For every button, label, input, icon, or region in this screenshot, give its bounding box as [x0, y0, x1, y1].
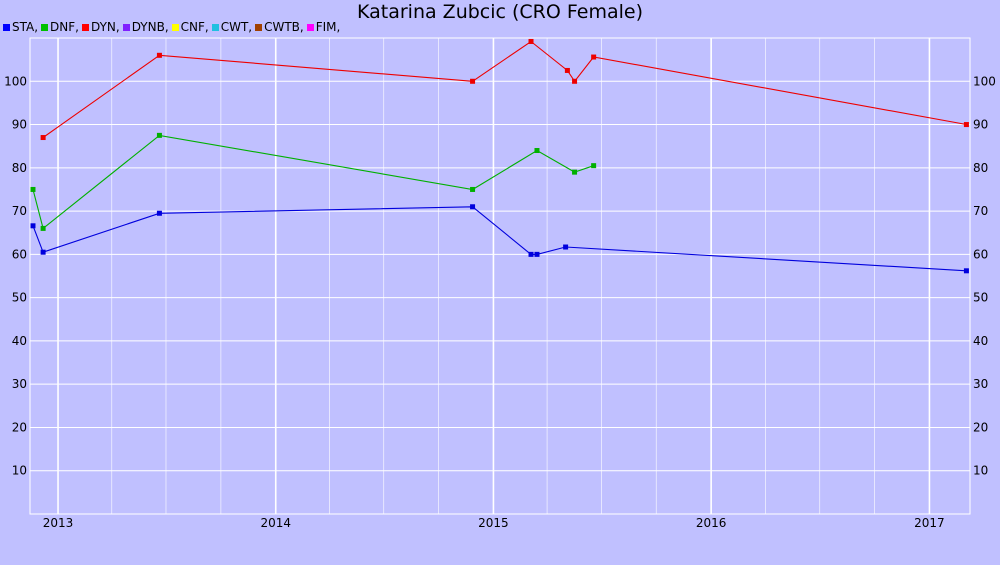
x-tick-label: 2016 — [696, 516, 727, 530]
data-point-dyn — [528, 38, 534, 44]
y-tick-label-right: 70 — [973, 204, 988, 218]
legend-label: DYN, — [90, 20, 120, 34]
data-point-dnf — [591, 163, 597, 169]
legend-swatch — [81, 24, 89, 31]
chart-title: Katarina Zubcic (CRO Female) — [357, 1, 643, 23]
legend-swatch — [171, 24, 179, 31]
y-tick-label-right: 10 — [973, 464, 988, 478]
y-tick-label-left: 90 — [12, 118, 27, 132]
data-point-dyn — [470, 78, 476, 84]
legend-label: CNF, — [180, 20, 209, 34]
legend-item: DYNB, — [122, 20, 169, 34]
y-tick-label-left: 10 — [12, 464, 27, 478]
y-tick-label-left: 60 — [12, 247, 27, 261]
data-point-sta — [534, 251, 540, 257]
legend-swatch — [255, 24, 263, 31]
data-point-dnf — [572, 169, 578, 175]
legend-item: DNF, — [41, 20, 79, 34]
data-point-sta — [470, 204, 476, 210]
data-point-sta — [528, 251, 534, 257]
legend-item: DYN, — [81, 20, 120, 34]
y-tick-label-right: 80 — [973, 161, 988, 175]
data-point-dyn — [572, 78, 578, 84]
data-point-dyn — [591, 54, 597, 60]
legend-swatch — [122, 24, 130, 31]
y-tick-label-right: 20 — [973, 420, 988, 434]
data-point-sta — [40, 249, 46, 255]
x-tick-label: 2014 — [260, 516, 291, 530]
y-tick-label-right: 60 — [973, 247, 988, 261]
y-tick-label-right: 100 — [973, 74, 996, 88]
x-tick-label: 2015 — [478, 516, 509, 530]
legend-label: FIM, — [315, 20, 341, 34]
data-point-dyn — [564, 67, 570, 73]
legend-swatch — [3, 24, 10, 31]
y-tick-label-right: 40 — [973, 334, 988, 348]
legend-label: STA, — [12, 20, 39, 34]
data-point-sta — [563, 244, 569, 250]
legend-swatch — [211, 24, 219, 31]
y-tick-label-left: 40 — [12, 334, 27, 348]
data-point-dyn — [156, 52, 162, 58]
series-line-dyn — [42, 40, 967, 138]
data-point-dnf — [156, 132, 162, 138]
x-tick-label: 2013 — [43, 516, 74, 530]
legend-item: CWTB, — [255, 20, 304, 34]
y-tick-label-left: 20 — [12, 420, 27, 434]
series-line-dnf — [32, 134, 594, 230]
data-point-sta — [963, 268, 969, 274]
data-point-dnf — [534, 148, 540, 154]
data-point-sta — [30, 223, 36, 229]
y-tick-label-right: 90 — [973, 118, 988, 132]
data-point-dyn — [40, 135, 46, 141]
data-point-dnf — [30, 186, 36, 192]
x-tick-label: 2017 — [914, 516, 945, 530]
data-point-dnf — [40, 225, 46, 231]
y-tick-label-left: 80 — [12, 161, 27, 175]
y-tick-label-left: 100 — [4, 74, 27, 88]
legend-item: CNF, — [171, 20, 209, 34]
legend-label: DYNB, — [131, 20, 169, 34]
data-point-dnf — [470, 186, 476, 192]
legend-label: CWTB, — [264, 20, 304, 34]
legend: STA, DNF, DYN, DYNB, CNF, CWT, CWTB, FIM, — [3, 20, 343, 36]
legend-swatch — [306, 24, 314, 31]
legend-swatch — [41, 24, 49, 31]
legend-item: FIM, — [306, 20, 341, 34]
y-tick-label-left: 70 — [12, 204, 27, 218]
legend-label: DNF, — [50, 20, 79, 34]
legend-item: CWT, — [211, 20, 253, 34]
legend-item: STA, — [3, 20, 38, 34]
data-point-sta — [156, 210, 162, 216]
y-tick-label-right: 50 — [973, 291, 988, 305]
y-tick-label-right: 30 — [973, 377, 988, 391]
y-tick-label-left: 50 — [12, 291, 27, 305]
series-line-sta — [32, 206, 967, 272]
legend-label: CWT, — [220, 20, 253, 34]
plot-border — [29, 37, 971, 515]
data-point-dyn — [963, 122, 969, 128]
y-tick-label-left: 30 — [12, 377, 27, 391]
